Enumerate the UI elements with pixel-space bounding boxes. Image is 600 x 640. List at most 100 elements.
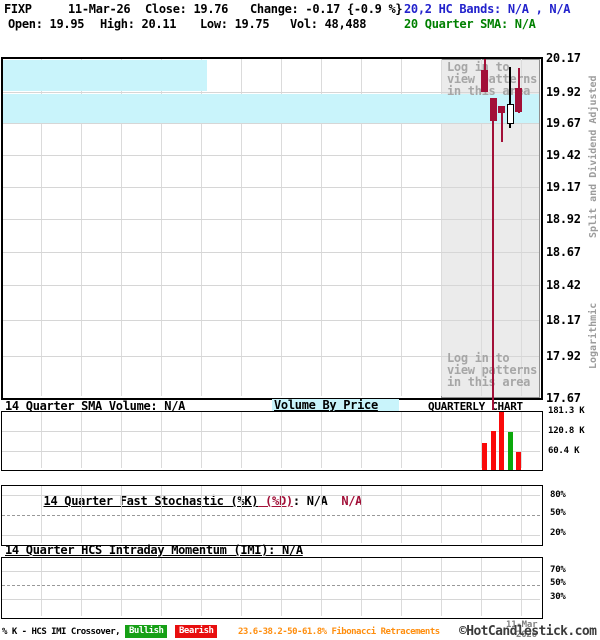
open-value: Open: 19.95 [8,17,85,31]
stochastic-panel [1,485,543,546]
grid-vline [321,412,322,468]
price-tick-label: 18.42 [546,278,581,292]
grid-vline [81,558,82,616]
grid-vline [361,486,362,543]
symbol-label: FIXP [4,2,32,16]
price-tick-label: 18.17 [546,313,581,327]
grid-vline [241,558,242,616]
grid-vline [321,486,322,543]
grid-vline [121,486,122,543]
grid-vline [121,558,122,616]
grid-vline [161,558,162,616]
stochastic-tick-label: 20% [550,528,566,538]
fibonacci-legend-label: 23.6-38.2-50-61.8% Fibonacci Retracement… [238,627,440,637]
price-tick-label: 19.42 [546,148,581,162]
grid-vline [361,558,362,616]
grid-hline [3,219,539,220]
grid-hline [3,92,539,93]
grid-vline [41,59,42,396]
grid-vline [201,412,202,468]
login-notice-bottom[interactable]: Log in to view patterns in this area [447,351,538,389]
grid-vline [441,558,442,616]
grid-vline [321,558,322,616]
price-tick-label: 18.92 [546,212,581,226]
volume-tick-label: 181.3 K [548,406,585,416]
grid-hline [2,495,540,496]
axis-date-line1: 11-Mar [506,620,538,630]
close-value: Close: 19.76 [145,2,229,16]
price-tick-label: 19.92 [546,85,581,99]
grid-vline [441,486,442,543]
grid-hline [2,571,540,572]
sma-volume-label: 14 Quarter SMA Volume: N/A [5,399,186,413]
grid-vline [481,486,482,543]
grid-vline [401,486,402,543]
grid-vline [201,59,202,396]
copyright-link[interactable]: ©HotCandlestick.com [459,624,597,639]
grid-vline [241,486,242,543]
grid-vline [481,558,482,616]
imi-panel [1,557,543,619]
axis-date-line2: 2026 [516,630,537,640]
grid-vline [161,59,162,396]
grid-hline [3,123,539,124]
login-notice-top[interactable]: Log in to view patterns in this area [447,60,538,98]
price-tick-label: 17.92 [546,349,581,363]
grid-hline [2,599,540,600]
grid-vline [361,59,362,396]
grid-vline [441,412,442,468]
axis-note-logarithmic: Logarithmic [588,302,599,369]
grid-vline [521,59,522,396]
price-tick-label: 18.67 [546,245,581,259]
sma-value: 20 Quarter SMA: N/A [404,17,536,31]
grid-vline [401,59,402,396]
bullish-badge: Bullish [125,625,168,638]
stochastic-title: 14 Quarter Fast Stochastic (%K) (%D): N/… [5,471,363,528]
grid-vline [161,486,162,543]
volume-panel [1,411,543,471]
volume-by-price-label[interactable]: Volume By Price [272,399,399,412]
volume-tick-label: 60.4 K [548,446,580,456]
grid-vline [81,486,82,543]
stochastic-title-k: 14 Quarter Fast Stochastic (%K) [43,494,259,508]
imi-tick-label: 30% [550,592,566,602]
volume-value: Vol: 48,488 [290,17,367,31]
grid-vline [401,412,402,468]
stochastic-value-k: N/A [306,494,328,508]
grid-hline [2,451,540,452]
grid-vline [321,59,322,396]
grid-vline [241,59,242,396]
grid-vline [41,558,42,616]
imi-title: 14 Quarter HCS Intraday Momentum (IMI): … [5,543,303,557]
grid-vline [481,412,482,468]
crossover-legend-label: % K - HCS IMI Crossover, [2,627,121,637]
imi-tick-label: 50% [550,578,566,588]
grid-hline [3,187,539,188]
grid-hline [2,431,540,432]
grid-vline [41,486,42,543]
stochastic-tick-label: 80% [550,490,566,500]
grid-hline [3,252,539,253]
grid-vline [81,59,82,396]
grid-hline-dashed [2,585,540,586]
price-tick-label: 19.17 [546,180,581,194]
grid-hline [3,320,539,321]
hc-band-full [3,94,539,123]
stochastic-tick-label: 50% [550,508,566,518]
quote-date: 11-Mar-26 [68,2,131,16]
price-tick-label: 20.17 [546,51,581,65]
price-chart-panel: Log in to view patterns in this area Log… [1,57,543,400]
grid-vline [361,412,362,468]
stochastic-title-colon: : [292,494,307,508]
grid-hline [3,356,539,357]
axis-note-adjusted: Split and Dividend Adjusted [588,75,599,238]
grid-hline [3,155,539,156]
low-value: Low: 19.75 [200,17,270,31]
grid-vline [281,59,282,396]
volume-tick-label: 120.8 K [548,426,585,436]
change-value: Change: -0.17 {-0.9 %} [250,2,403,16]
grid-vline [281,486,282,543]
grid-vline [161,412,162,468]
grid-vline [441,59,442,396]
